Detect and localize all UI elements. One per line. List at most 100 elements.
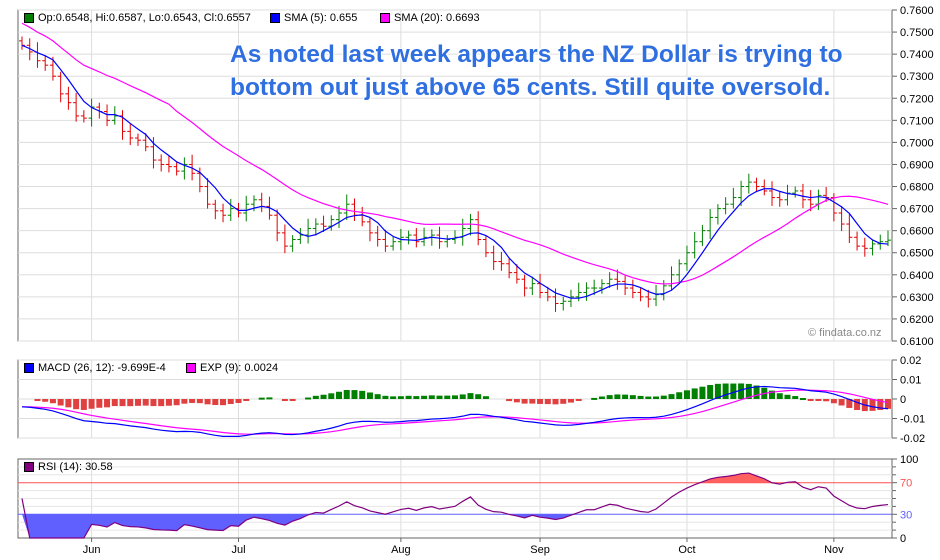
price-axis-label: 0.6400 [900, 270, 934, 282]
macd-histogram-bar [467, 393, 474, 399]
price-axis-label: 0.6500 [900, 248, 934, 260]
macd-line [21, 385, 889, 437]
x-axis-label: Jul [231, 544, 245, 556]
sma20-line [21, 22, 889, 285]
macd-histogram-bar [575, 399, 582, 401]
macd-histogram-bar [629, 395, 636, 399]
exp-signal-line [21, 389, 889, 435]
sma20-legend-text: SMA (20): 0.6693 [394, 12, 480, 24]
macd-histogram-bar [111, 399, 118, 407]
macd-histogram-bar [235, 399, 242, 403]
macd-histogram-bar [181, 399, 188, 404]
macd-histogram-bar [258, 397, 265, 400]
macd-histogram-bar [374, 394, 381, 399]
macd-histogram-bar [482, 396, 489, 399]
sma5-legend-text: SMA (5): 0.655 [284, 12, 358, 24]
macd-histogram-bar [753, 385, 760, 399]
rsi-swatch [24, 462, 34, 472]
macd-histogram-bar [289, 399, 296, 401]
macd-histogram-bar [506, 399, 513, 402]
macd-histogram-bar [776, 393, 783, 399]
price-axis-label: 0.7300 [900, 71, 934, 83]
price-axis-label: 0.6700 [900, 204, 934, 216]
macd-histogram-bar [134, 399, 141, 406]
x-axis-label: Nov [824, 544, 844, 556]
macd-histogram-bar [366, 392, 373, 399]
macd-histogram-bar [444, 395, 451, 399]
macd-histogram-bar [266, 397, 273, 400]
macd-histogram-bar [158, 399, 165, 407]
rsi-axis-label: 100 [900, 454, 918, 466]
macd-histogram-bar [838, 399, 845, 406]
macd-histogram-bar [854, 399, 861, 411]
macd-histogram-bar [196, 399, 203, 404]
price-axis-label: 0.7500 [900, 27, 934, 39]
macd-histogram-bar [88, 399, 95, 409]
x-axis-label: Oct [678, 544, 695, 556]
macd-histogram-bar [142, 399, 149, 406]
price-axis-label: 0.6800 [900, 182, 934, 194]
price-axis-label: 0.7200 [900, 93, 934, 105]
macd-histogram-bar [204, 399, 211, 405]
macd-histogram-bar [320, 394, 327, 399]
macd-histogram-bar [683, 390, 690, 399]
macd-histogram-bar [382, 395, 389, 399]
macd-histogram-bar [730, 383, 737, 399]
macd-histogram-bar [792, 396, 799, 399]
macd-histogram-bar [189, 399, 196, 403]
macd-histogram-bar [598, 396, 605, 399]
macd-histogram-bar [521, 399, 528, 404]
macd-histogram-bar [885, 399, 891, 409]
macd-histogram-bar [745, 383, 752, 399]
macd-histogram-bar [57, 399, 64, 406]
macd-histogram-bar [676, 392, 683, 399]
macd-histogram-bar [475, 394, 482, 399]
macd-histogram-bar [351, 390, 358, 399]
macd-histogram-bar [653, 396, 660, 399]
watermark: © findata.co.nz [808, 327, 882, 339]
macd-histogram-bar [807, 399, 814, 401]
macd-histogram-bar [459, 394, 466, 399]
macd-histogram-bar [738, 383, 745, 399]
sma20-legend: SMA (20): 0.6693 [380, 12, 480, 24]
macd-histogram-bar [606, 395, 613, 399]
macd-histogram-bar [645, 396, 652, 399]
macd-histogram-bar [877, 399, 884, 411]
macd-histogram-bar [699, 386, 706, 399]
macd-histogram-bar [552, 399, 559, 405]
macd-histogram-bar [150, 399, 157, 407]
macd-histogram-bar [591, 397, 598, 400]
macd-histogram-bar [343, 390, 350, 399]
macd-histogram-bar [34, 399, 41, 401]
macd-histogram-bar [243, 399, 250, 401]
macd-histogram-bar [227, 399, 234, 404]
ohlc-legend-text: Op:0.6548, Hi:0.6587, Lo:0.6543, Cl:0.65… [38, 12, 251, 24]
macd-histogram-bar [73, 399, 80, 410]
macd-axis-label: -0.02 [900, 433, 925, 445]
macd-histogram-bar [799, 398, 806, 401]
price-axis-label: 0.6100 [900, 336, 934, 348]
macd-histogram-bar [80, 399, 87, 410]
rsi-oversold-fill [22, 514, 888, 538]
exp-swatch [186, 363, 196, 373]
macd-histogram-bar [637, 395, 644, 399]
rsi-axis-label: 30 [900, 509, 912, 521]
macd-histogram-bar [359, 390, 366, 399]
x-axis-label: Sep [530, 544, 550, 556]
price-axis-label: 0.6600 [900, 226, 934, 238]
macd-histogram-bar [65, 399, 72, 408]
price-axis-label: 0.7400 [900, 49, 934, 61]
macd-legend: MACD (26, 12): -9.699E-4 [24, 362, 166, 374]
macd-histogram-bar [328, 393, 335, 399]
sma5-line [21, 44, 889, 299]
macd-histogram-bar [119, 399, 126, 407]
macd-histogram-bar [421, 395, 428, 399]
macd-legend-text: MACD (26, 12): -9.699E-4 [38, 362, 166, 374]
rsi-legend: RSI (14): 30.58 [24, 461, 113, 473]
macd-histogram-bar [815, 399, 822, 401]
rsi-line [21, 472, 889, 539]
macd-histogram-bar [707, 385, 714, 399]
macd-histogram-bar [104, 399, 111, 408]
price-axis-label: 0.7100 [900, 115, 934, 127]
sma20-swatch [380, 13, 390, 23]
